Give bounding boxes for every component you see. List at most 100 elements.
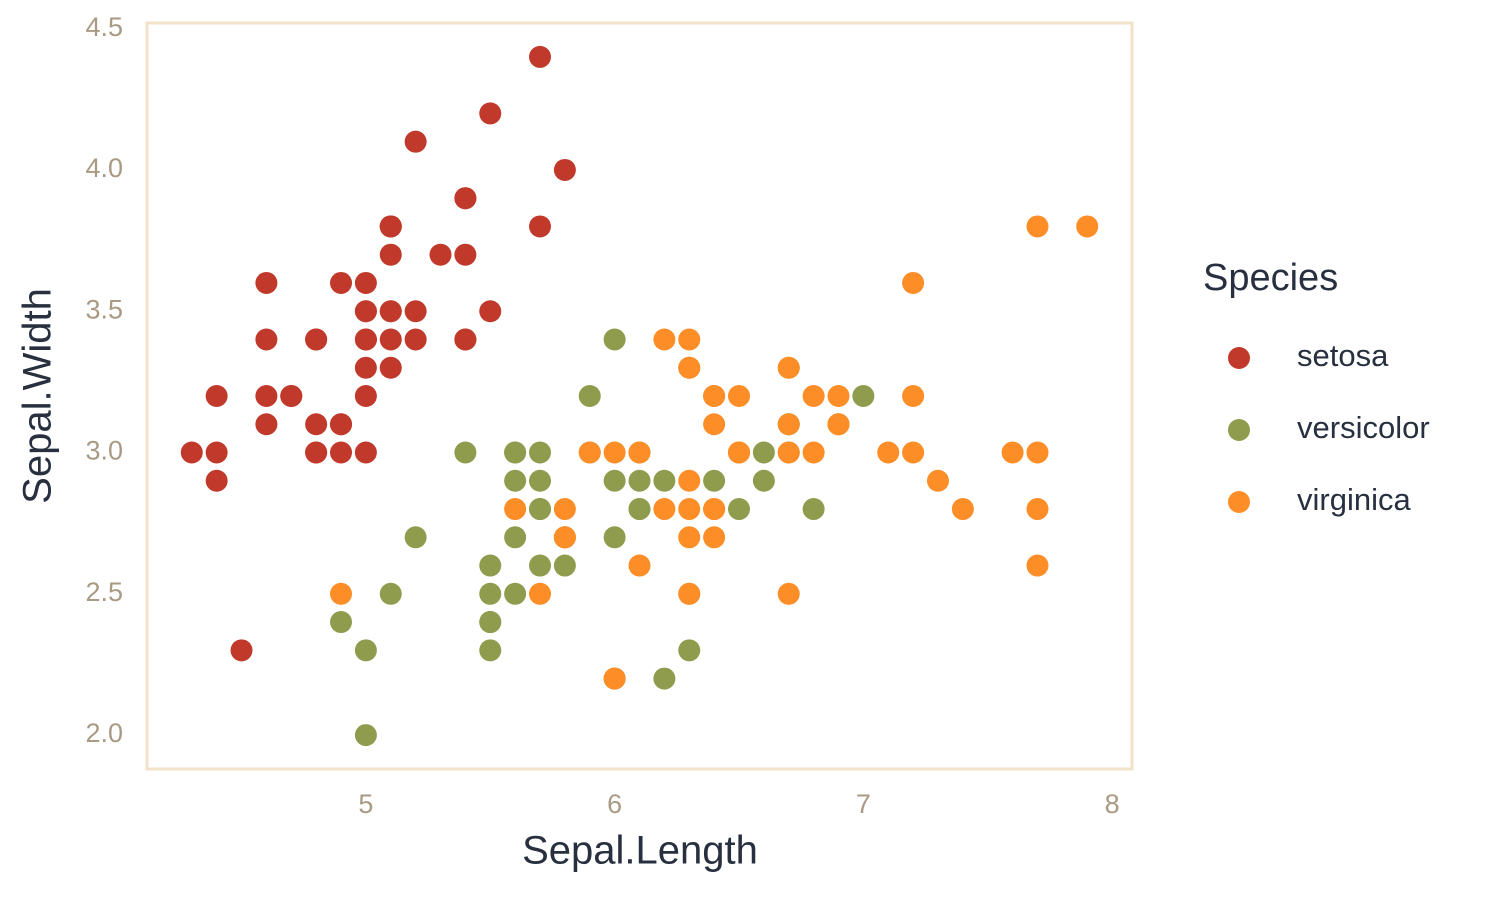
point: [255, 413, 278, 436]
point: [628, 441, 651, 464]
point: [354, 441, 377, 464]
point: [1026, 441, 1049, 464]
point: [379, 215, 402, 238]
point: [1026, 554, 1049, 577]
point: [902, 271, 925, 294]
point: [280, 385, 303, 407]
point: [802, 441, 825, 464]
point: [777, 582, 800, 605]
point: [479, 554, 502, 577]
point: [305, 413, 328, 436]
point: [479, 102, 502, 125]
point: [529, 469, 552, 492]
point: [852, 385, 875, 407]
point: [902, 441, 925, 464]
point: [205, 385, 228, 407]
point: [1076, 215, 1099, 238]
point: [205, 441, 228, 464]
y-tick-label: 3.0: [85, 436, 123, 466]
point: [354, 356, 377, 379]
point: [678, 639, 701, 662]
point: [727, 498, 750, 521]
point: [330, 582, 353, 605]
point: [504, 469, 527, 492]
point: [877, 441, 900, 464]
point: [752, 441, 775, 464]
point: [653, 667, 676, 690]
legend-swatch: [1228, 419, 1250, 441]
y-tick-label: 2.5: [85, 577, 123, 607]
point: [653, 328, 676, 351]
x-tick-label: 8: [1105, 789, 1120, 819]
point: [678, 582, 701, 605]
point: [379, 356, 402, 379]
point: [628, 498, 651, 521]
point: [479, 639, 502, 662]
point: [951, 498, 974, 521]
x-tick-label: 5: [358, 789, 373, 819]
point: [678, 328, 701, 351]
point: [553, 526, 576, 549]
point: [553, 498, 576, 521]
panel-border: [145, 21, 1134, 771]
point: [553, 158, 576, 181]
point: [653, 498, 676, 521]
point: [703, 498, 726, 521]
point: [578, 441, 601, 464]
point: [628, 554, 651, 577]
x-tick-label: 7: [856, 789, 871, 819]
point: [827, 413, 850, 436]
point: [379, 300, 402, 323]
x-tick-label: 6: [607, 789, 622, 819]
point: [180, 441, 203, 464]
point: [205, 469, 228, 492]
point: [752, 469, 775, 492]
point: [529, 441, 552, 464]
point: [529, 554, 552, 577]
point: [479, 582, 502, 605]
legend-swatch: [1228, 347, 1250, 369]
point: [479, 300, 502, 323]
point: [454, 328, 477, 351]
point: [628, 469, 651, 492]
point: [529, 45, 552, 68]
point: [703, 385, 726, 407]
point: [504, 441, 527, 464]
point: [703, 413, 726, 436]
y-tick-label: 4.0: [85, 153, 123, 183]
point: [529, 215, 552, 238]
y-tick-label: 4.5: [85, 12, 123, 42]
legend-swatch: [1228, 491, 1250, 513]
point: [504, 498, 527, 521]
point: [529, 582, 552, 605]
point: [404, 526, 427, 549]
point: [479, 611, 502, 634]
point: [777, 356, 800, 379]
point: [603, 469, 626, 492]
point: [603, 526, 626, 549]
point: [379, 582, 402, 605]
point: [827, 385, 850, 407]
legend-label: setosa: [1297, 338, 1389, 373]
x-axis-title: Sepal.Length: [522, 829, 758, 873]
point: [777, 413, 800, 436]
y-tick-label: 2.0: [85, 718, 123, 748]
point: [454, 187, 477, 210]
y-axis-title: Sepal.Width: [16, 288, 60, 504]
point: [703, 469, 726, 492]
point: [727, 441, 750, 464]
point: [777, 441, 800, 464]
point: [1001, 441, 1024, 464]
point: [678, 498, 701, 521]
point: [504, 582, 527, 605]
point: [354, 724, 377, 747]
point: [379, 328, 402, 351]
point: [404, 300, 427, 323]
point: [1026, 498, 1049, 521]
point: [330, 271, 353, 294]
point: [678, 469, 701, 492]
legend-label: versicolor: [1297, 410, 1430, 445]
point: [504, 526, 527, 549]
point: [404, 130, 427, 153]
point: [255, 271, 278, 294]
